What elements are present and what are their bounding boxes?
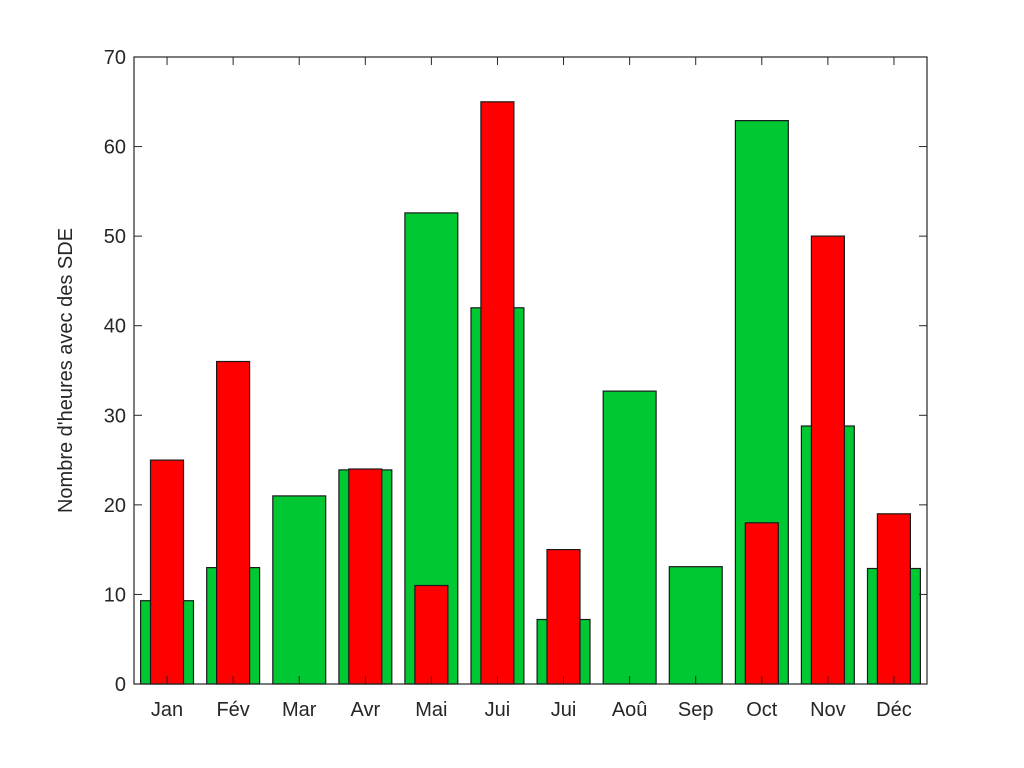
y-tick-label: 30 <box>104 405 126 427</box>
x-tick-label: Fév <box>216 699 249 721</box>
y-tick-label: 50 <box>104 226 126 248</box>
x-axis: Jan Fév Mar Avr Mai Jui Jui Aoû Sep Oct Nov Déc <box>151 57 912 721</box>
y-axis: 0 10 20 30 40 50 60 70 <box>104 47 927 696</box>
x-tick-label: Jan <box>151 699 183 721</box>
plot-frame <box>133 56 928 685</box>
x-tick-label: Mai <box>415 699 447 721</box>
bars-layer <box>140 101 922 685</box>
y-axis-title: Nombre d'heures avec des SDE <box>55 228 77 513</box>
x-tick-label: Avr <box>350 699 380 721</box>
x-tick-label: Nov <box>810 699 846 721</box>
bar-series2-11 <box>876 513 912 685</box>
x-tick-label: Déc <box>876 699 912 721</box>
bar-series2-6 <box>546 548 581 685</box>
x-tick-label: Aoû <box>612 699 648 721</box>
x-tick-label: Oct <box>746 699 778 721</box>
bar-series2-5 <box>480 101 515 685</box>
x-tick-label: Sep <box>678 699 714 721</box>
bar-series2-0 <box>149 459 185 685</box>
bar-series2-10 <box>810 235 846 685</box>
bar-series1-8 <box>668 566 723 685</box>
y-tick-label: 70 <box>104 47 126 69</box>
y-tick-label: 60 <box>104 137 126 159</box>
y-tick-label: 40 <box>104 316 126 338</box>
bar-series2-3 <box>348 468 383 685</box>
bar-series2-4 <box>414 584 449 685</box>
x-tick-label: Jui <box>485 699 511 721</box>
y-tick-label: 10 <box>104 584 126 606</box>
y-tick-label: 0 <box>115 674 126 696</box>
y-tick-label: 20 <box>104 495 126 517</box>
bar-series2-9 <box>744 522 779 685</box>
bar-series1-7 <box>602 390 657 685</box>
x-tick-label: Jui <box>551 699 577 721</box>
bar-series1-2 <box>272 495 327 685</box>
x-tick-label: Mar <box>282 699 317 721</box>
bar-series2-1 <box>216 360 251 685</box>
